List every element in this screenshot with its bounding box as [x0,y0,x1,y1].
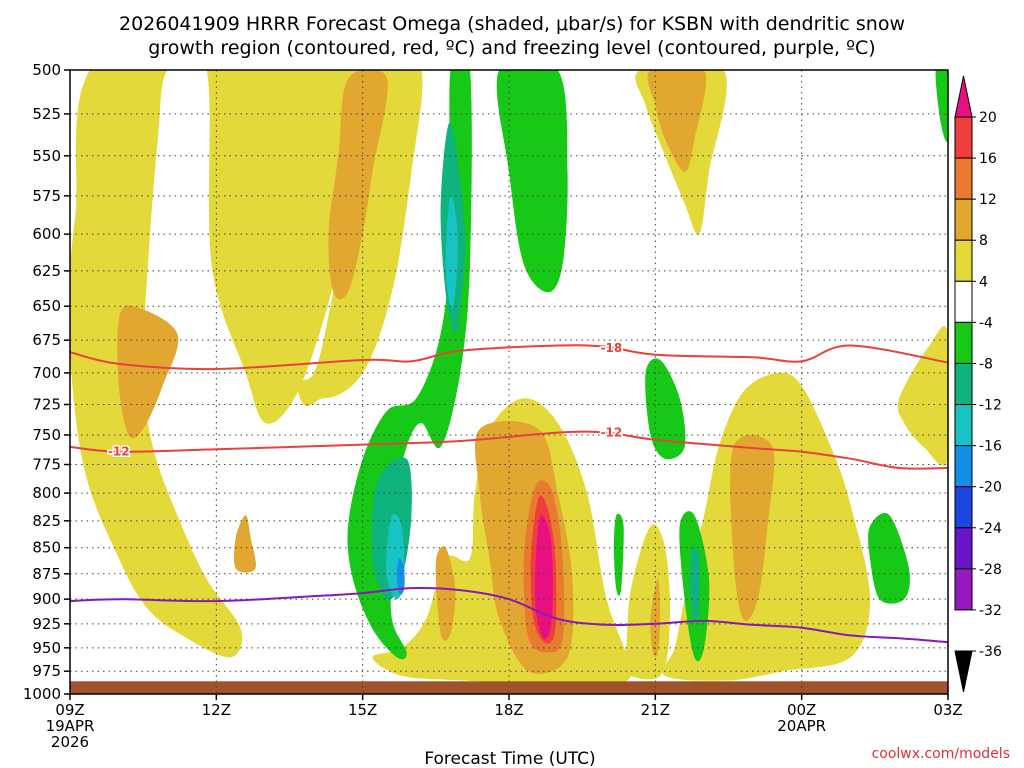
colorbar-tick-label-10: -24 [979,521,1002,537]
colorbar-tick-label-11: -28 [979,562,1002,578]
colorbar-swatch-11 [954,527,973,570]
x-tick-year-0: 2026 [51,733,89,751]
y-tick-label-925: 925 [32,615,61,633]
colorbar-tick-label-0: 20 [979,110,997,126]
colorbar-tick-label-9: -20 [979,480,1002,496]
y-tick-label-625: 625 [32,262,61,280]
x-tick-label-12: 21Z [641,701,670,719]
colorbar-tick-label-13: -36 [979,644,1002,660]
y-tick-label-575: 575 [32,187,61,205]
omega-region-10 [647,70,707,172]
omega-region-13 [435,546,456,641]
colorbar-tick-label-4: 4 [979,274,988,290]
colorbar-bottom-arrow [954,650,973,693]
colorbar-tick-label-1: 16 [979,151,997,167]
omega-region-19 [496,70,568,293]
y-tick-label-850: 850 [32,539,61,557]
omega-region-22 [868,513,910,604]
y-tick-label-975: 975 [32,662,61,680]
y-tick-label-500: 500 [32,61,61,79]
omega-region-7 [328,70,388,300]
colorbar-swatch-7 [954,362,973,406]
omega-region-14 [650,578,661,657]
y-tick-label-875: 875 [32,565,61,583]
omega-region-27 [689,545,700,621]
x-tick-label-9: 18Z [494,701,523,719]
colorbar-swatch-2 [954,157,973,200]
colorbar-swatch-12 [954,568,973,611]
colorbar-swatch-1 [954,116,973,159]
omega-region-24 [613,513,624,596]
omega-region-17 [535,514,553,640]
omega-region-9 [233,515,256,573]
colorbar-swatch-9 [954,445,973,488]
omega-region-0 [70,70,378,658]
y-tick-label-525: 525 [32,105,61,123]
colorbar-tick-label-6: -8 [979,356,993,372]
colorbar-swatch-3 [954,198,973,241]
omega-region-8 [117,305,179,439]
x-tick-label-6: 15Z [348,701,377,719]
freezing-level-line [70,586,948,644]
colorbar-tick-label-7: -12 [979,398,1002,414]
colorbar-swatch-8 [954,404,973,447]
y-tick-label-675: 675 [32,331,61,349]
colorbar-tick-label-3: 8 [979,233,988,249]
x-tick-label-0: 09Z [55,701,84,719]
colorbar-top-arrow [954,75,973,118]
chart-title-line-1: 2026041909 HRRR Forecast Omega (shaded, … [119,13,905,35]
x-tick-date-15: 20APR [777,717,826,735]
colorbar-tick-label-12: -32 [979,603,1002,619]
y-tick-label-775: 775 [32,456,61,474]
y-tick-label-1000: 1000 [23,685,61,703]
colorbar-swatch-4 [954,239,973,282]
x-tick-label-18: 03Z [933,701,962,719]
omega-region-11 [730,434,775,621]
dgz-contour-label-0: -18 [601,341,623,355]
axes: 500 525 550 575 600 625 650 675 700 725 750 775 800 8… [23,61,963,751]
dgz-contour-line--18 [70,344,948,371]
colorbar-swatch-10 [954,486,973,529]
credit-text: coolwx.com/models [872,746,1010,762]
y-tick-label-650: 650 [32,297,61,315]
y-tick-label-700: 700 [32,364,61,382]
y-tick-label-900: 900 [32,590,61,608]
colorbar-swatch-5 [954,280,973,323]
x-tick-label-15: 00Z [787,701,816,719]
y-tick-label-725: 725 [32,395,61,413]
colorbar: 20 16 12 8 4 -4 -8 -12 -16 -20 -24 -28 -32 -36 [954,75,1002,693]
omega-region-23 [935,70,948,142]
x-tick-label-3: 12Z [202,701,231,719]
x-axis-label: Forecast Time (UTC) [424,749,595,768]
colorbar-tick-label-5: -4 [979,315,993,331]
y-tick-label-750: 750 [32,426,61,444]
dgz-contour-line--12 [70,430,948,470]
colorbar-tick-label-2: 12 [979,192,997,208]
chart-title-line-2: growth region (contoured, red, ºC) and f… [148,37,875,59]
y-tick-label-600: 600 [32,225,61,243]
colorbar-swatch-6 [954,321,973,364]
dgz-contour-label-2: -12 [601,426,623,440]
colorbar-tick-label-8: -16 [979,439,1002,455]
y-tick-label-550: 550 [32,147,61,165]
y-tick-label-950: 950 [32,639,61,657]
plot-clip-group: -18 -12 -12 [70,70,948,694]
x-tick-date-0: 19APR [46,717,95,735]
ground-band [70,681,948,694]
omega-region-29 [445,195,458,308]
y-tick-label-800: 800 [32,484,61,502]
y-tick-label-825: 825 [32,512,61,530]
omega-region-30 [396,558,405,596]
plot-area: -18 -12 -12 [70,70,948,694]
dgz-contour-label-1: -12 [108,445,130,459]
